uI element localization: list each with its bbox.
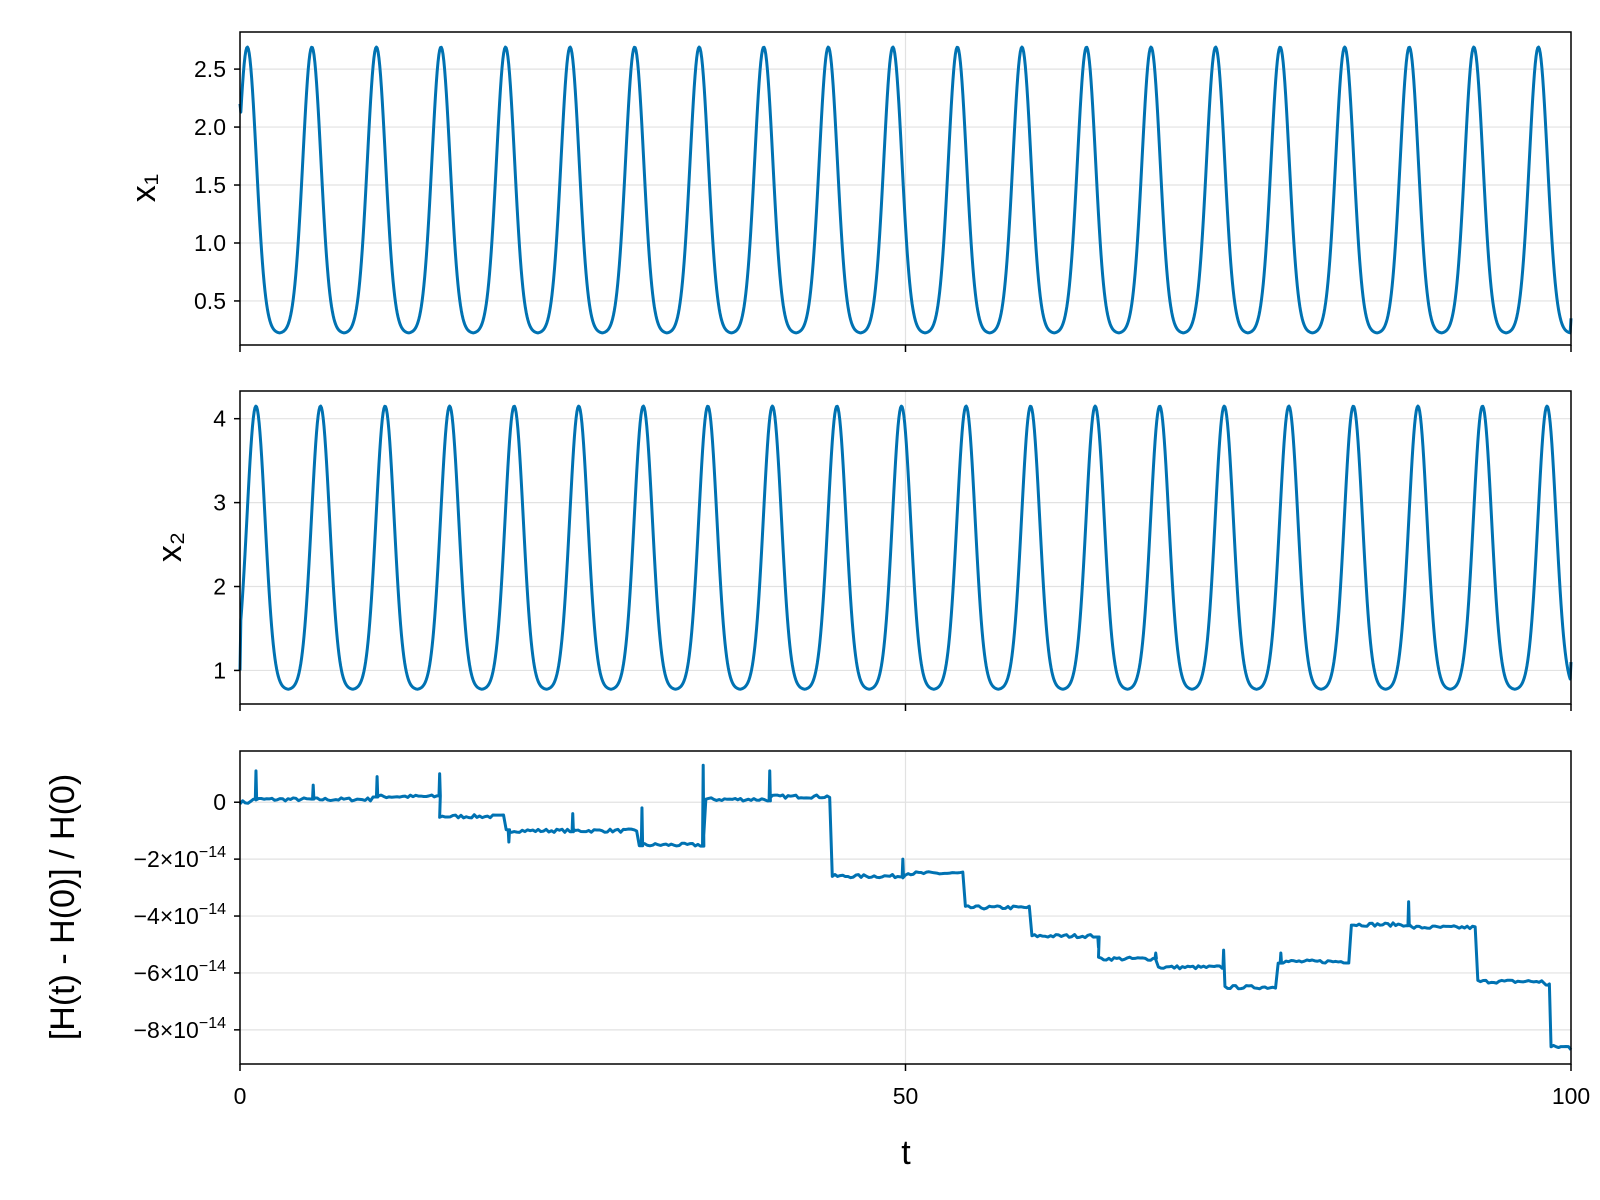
ytick-label: −4×10−14 [134, 901, 226, 929]
xtick-label: 50 [893, 1083, 919, 1109]
ytick-label: 2 [213, 574, 226, 600]
panel-x1: 0.5 1.0 1.5 2.0 2.5 x₁ [125, 31, 1573, 352]
line-x2 [238, 404, 1573, 691]
line-energy-error [238, 763, 1573, 1051]
ytick-label: 2.0 [194, 114, 226, 140]
ylabel-x2: x₂ [151, 532, 189, 562]
xtick-label: 0 [234, 1083, 247, 1109]
ticks-x1: 0.5 1.0 1.5 2.0 2.5 [194, 56, 1572, 352]
ytick-label: 0 [213, 789, 226, 815]
ylabel-x1: x₁ [125, 174, 163, 202]
ytick-label: 0.5 [194, 288, 226, 314]
ytick-label: 1.5 [194, 172, 226, 198]
ytick-label: −2×10−14 [134, 844, 226, 872]
ticks-energy-error: 0 −2×10−14 −4×10−14 −6×10−14 −8×10−14 0 50 100 [134, 789, 1591, 1109]
ytick-label: 2.5 [194, 56, 226, 82]
grid-energy-error [240, 751, 1571, 1064]
series-line [238, 45, 1573, 335]
xtick-label: 100 [1552, 1083, 1590, 1109]
panel-x2: 1 2 3 4 x₂ [151, 390, 1573, 711]
ytick-label: −6×10−14 [134, 958, 226, 986]
series-line [238, 404, 1573, 691]
ylabel-energy-error: [H(t) - H(0)] / H(0) [44, 774, 82, 1040]
line-x1 [238, 45, 1573, 335]
ytick-label: 1.0 [194, 230, 226, 256]
ytick-label: 1 [213, 657, 226, 683]
ytick-label: 3 [213, 490, 226, 516]
xlabel-t: t [901, 1134, 911, 1172]
series-line [238, 763, 1573, 1051]
ytick-label: −8×10−14 [134, 1015, 226, 1043]
ytick-label: 4 [213, 406, 226, 432]
ticks-x2: 1 2 3 4 [213, 406, 1572, 711]
panel-energy-error: 0−2×10−14−4×10−14−6×10−14−8×10−140 50 100 … [44, 750, 1591, 1172]
